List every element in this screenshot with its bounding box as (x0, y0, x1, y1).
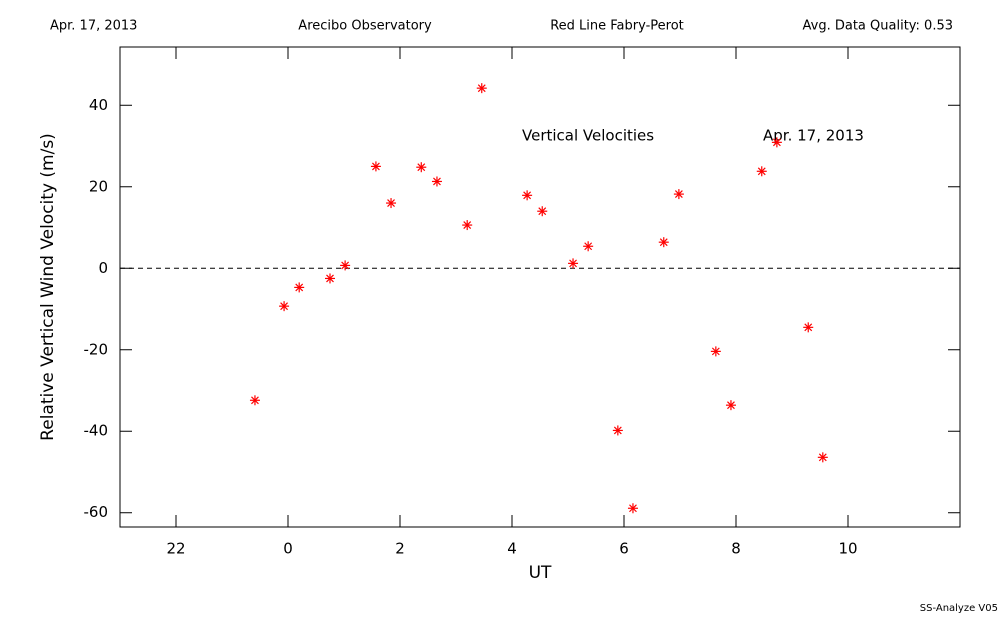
plot-frame (119, 46, 961, 528)
point (771, 137, 782, 148)
point-stroke (371, 162, 380, 171)
point-stroke (613, 426, 622, 435)
point-stroke (569, 259, 577, 268)
x-tick-label: 0 (283, 540, 293, 558)
point (340, 260, 351, 271)
point (817, 452, 828, 463)
point-stroke (711, 347, 720, 356)
point-stroke (477, 84, 486, 93)
y-tick-label: -40 (84, 422, 109, 440)
point (386, 198, 397, 209)
point (673, 189, 684, 200)
y-tick-label: 20 (89, 177, 108, 195)
x-tick-label: 2 (395, 540, 405, 558)
point (431, 176, 442, 187)
point (416, 162, 427, 173)
x-tick-label: 10 (838, 540, 857, 558)
point-stroke (727, 401, 735, 410)
point-stroke (417, 163, 426, 172)
point (756, 166, 767, 177)
point-stroke (818, 453, 827, 462)
point (325, 273, 335, 284)
point-stroke (341, 261, 350, 270)
annotation: Apr. 17, 2013 (763, 127, 864, 145)
header-date: Apr. 17, 2013 (50, 19, 137, 34)
footer: SS-Analyze V05 (920, 603, 998, 614)
point (658, 237, 669, 248)
y-tick-label: 40 (89, 96, 108, 114)
point (612, 425, 623, 436)
x-tick-label: 6 (619, 540, 629, 558)
point-stroke (629, 504, 637, 513)
point (476, 83, 487, 94)
point-stroke (280, 302, 289, 311)
point-stroke (659, 238, 668, 247)
point (294, 282, 305, 293)
point (249, 395, 260, 406)
point-stroke (804, 323, 813, 332)
x-tick-label: 8 (731, 540, 741, 558)
point-stroke (387, 199, 395, 207)
point-stroke (251, 396, 259, 405)
point (537, 206, 548, 217)
point-stroke (757, 167, 766, 176)
y-tick-label: 0 (98, 259, 108, 277)
y-axis-label: Relative Vertical Wind Velocity (m/s) (38, 133, 58, 441)
point (710, 346, 721, 357)
point-stroke (295, 283, 304, 292)
point-stroke (674, 190, 683, 199)
point (279, 301, 290, 312)
x-tick-label: 22 (166, 540, 185, 558)
x-tick-label: 4 (507, 540, 517, 558)
point-stroke (584, 242, 593, 251)
x-axis-label: UT (529, 563, 552, 583)
point (462, 220, 473, 231)
point (370, 161, 381, 172)
point (583, 241, 594, 252)
point-stroke (463, 221, 472, 229)
point (627, 503, 638, 514)
point-stroke (538, 207, 547, 216)
point (725, 400, 736, 411)
point (803, 322, 814, 333)
point-stroke (523, 191, 532, 200)
point-stroke (772, 138, 781, 147)
y-tick-label: -60 (84, 503, 109, 521)
annotation: Vertical Velocities (522, 127, 654, 145)
header-quality: Avg. Data Quality: 0.53 (803, 19, 953, 34)
point (568, 258, 579, 269)
header-site: Arecibo Observatory (298, 19, 432, 34)
y-tick-label: -20 (84, 340, 109, 358)
point-stroke (326, 274, 334, 283)
point (522, 190, 533, 201)
point-stroke (433, 177, 441, 186)
header-instrument: Red Line Fabry-Perot (550, 19, 684, 34)
